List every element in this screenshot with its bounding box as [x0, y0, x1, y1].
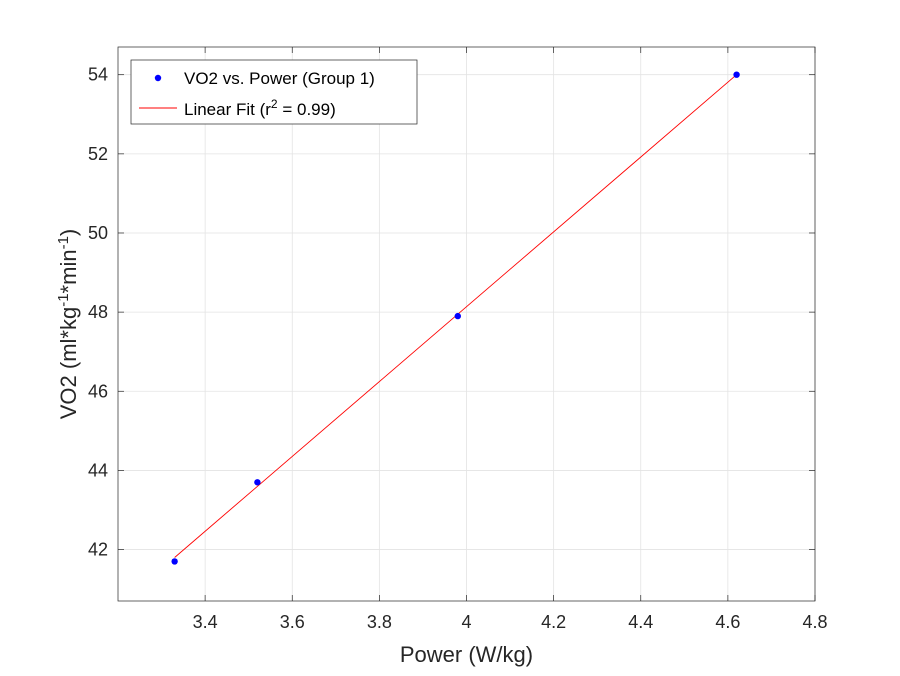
y-axis-label: VO2 (ml*kg-1*min-1) — [55, 229, 81, 420]
x-tick-label: 4.2 — [541, 612, 566, 632]
data-point — [733, 71, 740, 78]
y-tick-label: 44 — [88, 460, 108, 480]
y-tick-label: 54 — [88, 65, 108, 85]
y-axis-label-mid: *min — [56, 249, 81, 293]
x-tick-label: 3.4 — [193, 612, 218, 632]
data-point — [171, 558, 178, 565]
y-tick-label: 46 — [88, 381, 108, 401]
y-tick-label: 52 — [88, 144, 108, 164]
x-tick-label: 4.4 — [628, 612, 653, 632]
x-tick-label: 4 — [461, 612, 471, 632]
legend-label-fit-prefix: Linear Fit (r — [184, 100, 271, 119]
y-tick-label: 48 — [88, 302, 108, 322]
x-tick-label: 4.8 — [802, 612, 827, 632]
y-axis-label-main: VO2 (ml*kg — [56, 307, 81, 419]
x-axis-label: Power (W/kg) — [400, 642, 533, 667]
y-axis-label-sup-1: -1 — [55, 293, 72, 306]
x-tick-label: 4.6 — [715, 612, 740, 632]
legend-label-fit-suffix: = 0.99) — [278, 100, 336, 119]
x-tick-label: 3.6 — [280, 612, 305, 632]
data-point — [254, 479, 261, 486]
legend-label-points: VO2 vs. Power (Group 1) — [184, 69, 375, 88]
y-axis-label-end: ) — [56, 229, 81, 236]
y-tick-label: 50 — [88, 223, 108, 243]
data-point — [454, 312, 461, 320]
legend-box — [130, 59, 418, 125]
y-axis-label-sup-2: -1 — [55, 236, 72, 249]
ticks: 3.4 3.6 3.8 4 4.2 4.4 4.6 4.8 42 44 46 48 50 52 54 — [88, 47, 828, 632]
legend-marker-points — [154, 74, 162, 82]
y-tick-label: 42 — [88, 540, 108, 560]
legend-label-fit: Linear Fit (r2 = 0.99) — [184, 97, 336, 119]
legend-label-fit-sup: 2 — [271, 97, 278, 111]
series — [171, 71, 740, 565]
x-tick-label: 3.8 — [367, 612, 392, 632]
legend: VO2 vs. Power (Group 1) Linear Fit (r2 =… — [130, 59, 418, 125]
